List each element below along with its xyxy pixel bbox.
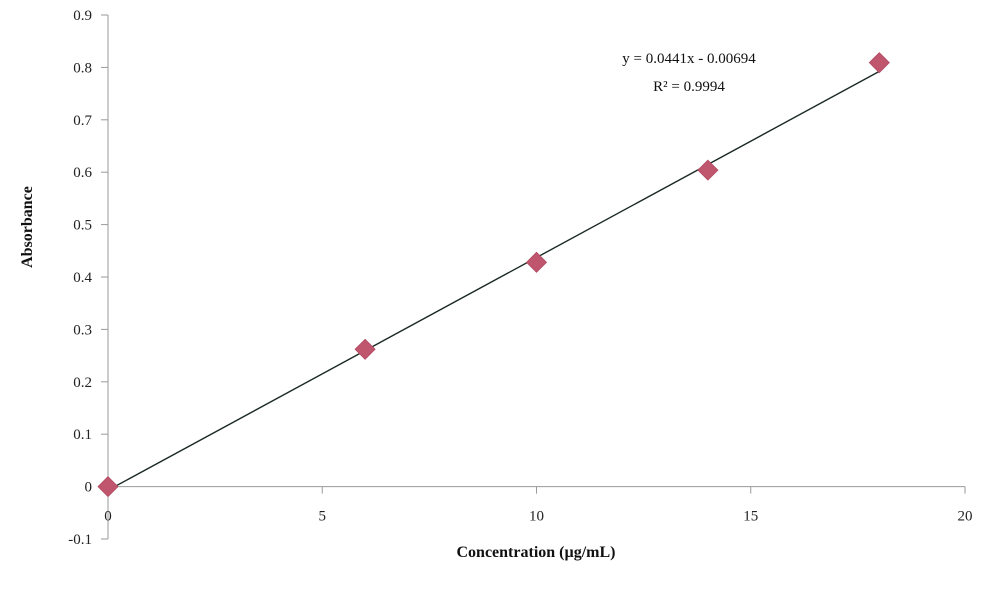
data-point [868, 52, 890, 74]
y-tick-label: 0.7 [73, 113, 92, 129]
x-tick-label: 0 [104, 509, 112, 525]
y-tick-label: 0.1 [73, 427, 92, 443]
x-tick-label: 10 [529, 509, 544, 525]
y-tick-label: 0 [85, 480, 93, 496]
r-squared-label: R² = 0.9994 [653, 79, 725, 95]
y-tick-label: 0.3 [73, 322, 92, 338]
x-tick-label: 5 [319, 509, 327, 525]
trendline-equation: y = 0.0441x - 0.00694 [622, 51, 756, 67]
data-point [97, 476, 119, 498]
y-tick-label: 0.8 [73, 60, 92, 76]
data-point [697, 159, 719, 181]
x-tick-label: 20 [958, 509, 973, 525]
y-tick-label: 0.5 [73, 218, 92, 234]
x-tick-label: 15 [743, 509, 758, 525]
y-tick-label: 0.4 [73, 270, 92, 286]
data-point [354, 338, 376, 360]
data-point [525, 251, 548, 273]
tick-labels: -0.1 0 0.1 0.2 0.3 0.4 0.5 0.6 0.7 0.8 0.9 0 5 10 15 20 [68, 8, 972, 548]
data-points [97, 52, 890, 498]
y-tick-label: -0.1 [68, 532, 92, 548]
axes [101, 14, 966, 540]
x-axis-title: Concentration (µg/mL) [457, 544, 616, 561]
y-tick-label: 0.9 [73, 8, 92, 24]
trendline-group [107, 70, 880, 491]
y-tick-label: 0.6 [73, 165, 92, 181]
y-axis-title: Absorbance [19, 186, 36, 268]
y-tick-label: 0.2 [73, 375, 92, 391]
trendline [107, 70, 880, 491]
